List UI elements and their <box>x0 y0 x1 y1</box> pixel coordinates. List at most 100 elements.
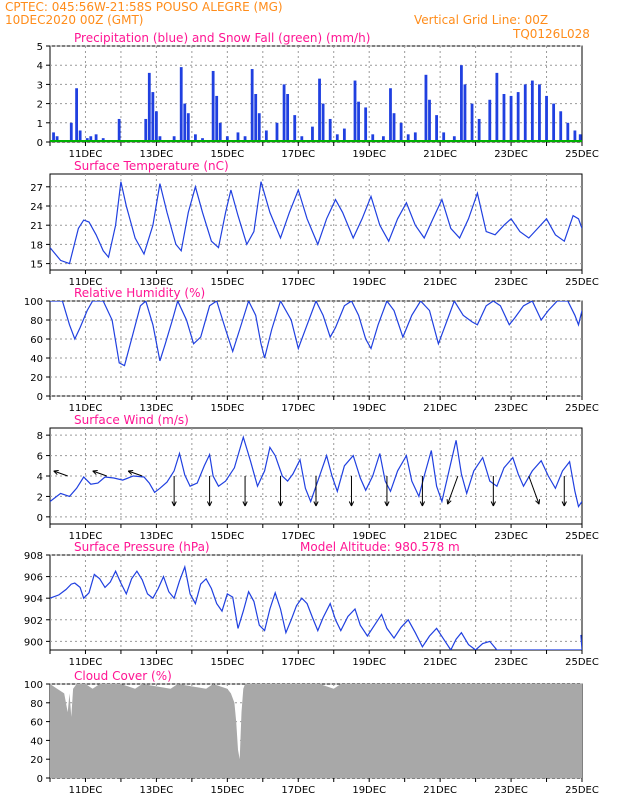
precip-bar <box>254 94 258 142</box>
date-label: 23DEC <box>494 149 528 160</box>
precip-bar <box>55 136 59 142</box>
precip-bar <box>381 136 385 142</box>
date-label: 19DEC <box>352 149 386 160</box>
pressure-panel: 900 902 904 906 908 11DEC 13DEC 15DEC 17DEC 19DEC… <box>24 540 599 668</box>
model-altitude: Model Altitude: 980.578 m <box>300 540 460 554</box>
precip-bar <box>424 74 428 142</box>
date-label: 13DEC <box>140 149 174 160</box>
y-tick-label: 40 <box>30 736 43 747</box>
precip-bar <box>282 84 286 142</box>
date-label: 13DEC <box>140 657 174 668</box>
temperature-data <box>50 181 582 265</box>
precip-bar <box>559 111 563 142</box>
wind-arrow-head <box>171 501 177 507</box>
humidity-line <box>50 301 582 367</box>
precip-bar <box>460 65 463 142</box>
date-label: 11DEC <box>69 785 103 796</box>
y-tick-label: 1 <box>37 119 43 130</box>
precip-bar <box>144 118 148 142</box>
precip-bar <box>566 122 570 142</box>
y-tick-label: 100 <box>24 680 43 691</box>
y-tick-label: 20 <box>30 755 43 766</box>
precip-bar <box>502 94 506 142</box>
date-label: 13DEC <box>140 785 174 796</box>
date-label: 25DEC <box>565 403 599 414</box>
y-tick-label: 2 <box>37 492 43 503</box>
precip-bar <box>69 122 73 142</box>
wind-arrow <box>53 470 68 477</box>
date-label: 17DEC <box>281 657 315 668</box>
y-tick-label: 3 <box>37 80 43 91</box>
pressure-line <box>50 564 582 650</box>
precip-bar <box>257 113 261 142</box>
precip-bar <box>75 88 78 142</box>
wind-arrow <box>447 475 459 505</box>
pressure-data <box>50 564 582 650</box>
precip-bar <box>470 103 474 142</box>
precip-bar <box>300 136 304 142</box>
date-label: 23DEC <box>494 657 528 668</box>
date-label: 13DEC <box>140 277 174 288</box>
wind-arrow-head <box>490 501 496 507</box>
temperature-line <box>50 181 582 265</box>
grid-note: Vertical Grid Line: 00Z <box>414 13 549 27</box>
precip-bar <box>179 67 183 142</box>
precip-bar <box>509 95 513 142</box>
date-label: 19DEC <box>352 785 386 796</box>
precip-bar <box>495 72 499 142</box>
y-tick-label: 4 <box>37 472 43 483</box>
precip-bar <box>353 80 357 142</box>
date-label: 15DEC <box>210 277 244 288</box>
y-tick-label: 15 <box>30 260 43 271</box>
date-label: 21DEC <box>423 149 457 160</box>
precip-bar <box>435 115 438 142</box>
precip-bar <box>117 118 121 142</box>
wind-arrow-head <box>535 499 541 505</box>
wind-arrow-head <box>313 501 319 507</box>
wind-arrow-head <box>348 501 355 507</box>
precip-bar <box>357 101 360 142</box>
precip-bar <box>183 103 187 142</box>
date-label: 15DEC <box>210 531 244 542</box>
date-label: 17DEC <box>281 403 315 414</box>
date-label: 23DEC <box>494 277 528 288</box>
precip-bar <box>399 122 403 142</box>
precip-bar <box>293 115 297 142</box>
date-label: 23DEC <box>494 785 528 796</box>
precip-bar <box>364 107 368 142</box>
precip-bar <box>94 134 98 142</box>
precip-bar <box>530 80 534 142</box>
wind-arrow <box>528 475 540 505</box>
date-label: 19DEC <box>352 277 386 288</box>
cloud-cover-data <box>50 684 582 778</box>
humidity-title: Relative Humidity (%) <box>74 286 205 300</box>
cloud-cover-panel: 0 20 40 60 80 100 11DEC 13DEC 15DEC 17DEC 19DEC 21D… <box>24 669 599 796</box>
precip-bar <box>342 128 346 142</box>
date-label: 11DEC <box>69 403 103 414</box>
wind-arrow-head <box>277 501 284 507</box>
precip-bar <box>545 95 548 142</box>
y-tick-label: 906 <box>24 573 43 584</box>
wind-arrow-head <box>206 501 213 507</box>
precip-bar <box>147 72 151 142</box>
date-label: 21DEC <box>423 277 457 288</box>
date-label: 13DEC <box>140 531 174 542</box>
precip-bar <box>463 84 467 142</box>
wind-arrow-head <box>561 501 567 507</box>
date-label: 11DEC <box>69 531 103 542</box>
precip-bar <box>371 134 375 142</box>
y-tick-label: 60 <box>30 718 43 729</box>
precip-bar <box>225 136 229 142</box>
precip-bar <box>389 88 392 142</box>
wind-title: Surface Wind (m/s) <box>74 413 189 427</box>
precip-bar <box>392 113 396 142</box>
date-label: 11DEC <box>69 277 103 288</box>
date-label: 15DEC <box>210 149 244 160</box>
date-label: 21DEC <box>423 785 457 796</box>
wind-line <box>50 435 582 509</box>
precipitation-data <box>50 65 582 142</box>
y-tick-label: 0 <box>37 392 43 403</box>
y-tick-label: 18 <box>30 240 43 251</box>
date-label: 23DEC <box>494 403 528 414</box>
